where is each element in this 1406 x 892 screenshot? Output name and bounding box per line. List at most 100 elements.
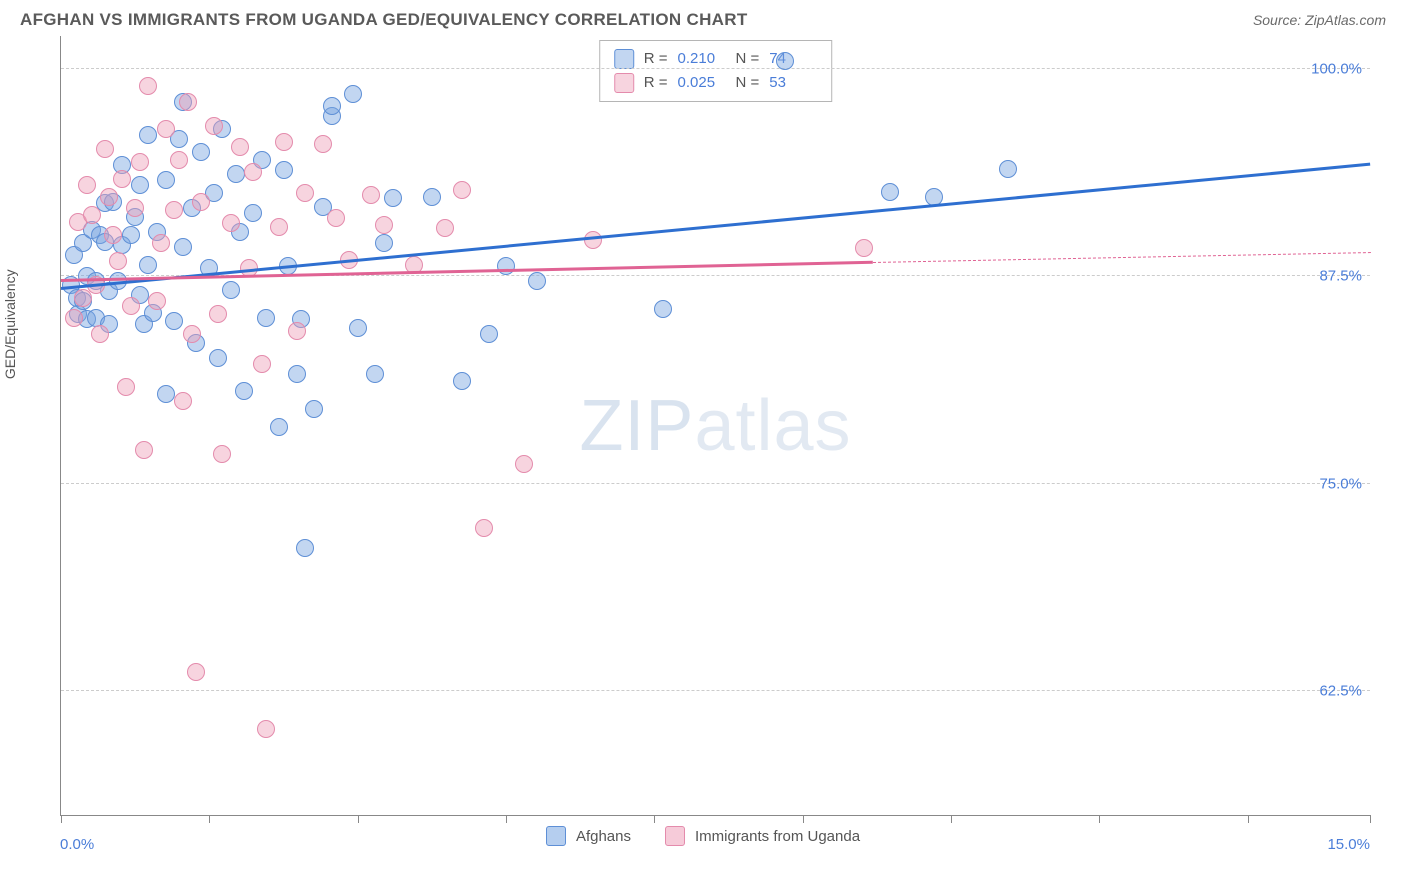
data-point xyxy=(654,300,672,318)
data-point xyxy=(65,309,83,327)
data-point xyxy=(257,309,275,327)
data-point xyxy=(375,234,393,252)
data-point xyxy=(776,52,794,70)
data-point xyxy=(91,325,109,343)
data-point xyxy=(157,171,175,189)
data-point xyxy=(174,392,192,410)
stat-r-key-1: R = xyxy=(644,71,668,95)
data-point xyxy=(222,214,240,232)
data-point xyxy=(74,289,92,307)
data-point xyxy=(270,418,288,436)
data-point xyxy=(139,126,157,144)
data-point xyxy=(288,322,306,340)
plot-wrap: GED/Equivalency ZIPatlas R = 0.210 N = 7… xyxy=(20,36,1386,816)
data-point xyxy=(152,234,170,252)
y-axis-label: GED/Equivalency xyxy=(2,269,18,379)
x-tick xyxy=(654,815,655,823)
data-point xyxy=(209,349,227,367)
data-point xyxy=(323,97,341,115)
legend-swatch-0 xyxy=(614,49,634,69)
data-point xyxy=(131,176,149,194)
data-point xyxy=(296,184,314,202)
trend-line xyxy=(61,163,1370,290)
gridline-h xyxy=(61,68,1370,69)
data-point xyxy=(275,161,293,179)
data-point xyxy=(104,226,122,244)
data-point xyxy=(165,312,183,330)
data-point xyxy=(157,385,175,403)
x-tick xyxy=(506,815,507,823)
watermark-light: atlas xyxy=(694,386,851,466)
data-point xyxy=(362,186,380,204)
data-point xyxy=(126,199,144,217)
bottom-swatch-0 xyxy=(546,826,566,846)
data-point xyxy=(192,143,210,161)
data-point xyxy=(157,120,175,138)
data-point xyxy=(192,193,210,211)
legend-swatch-1 xyxy=(614,73,634,93)
data-point xyxy=(113,170,131,188)
data-point xyxy=(139,77,157,95)
data-point xyxy=(187,663,205,681)
data-point xyxy=(275,133,293,151)
data-point xyxy=(231,138,249,156)
data-point xyxy=(122,297,140,315)
data-point xyxy=(83,206,101,224)
data-point xyxy=(183,325,201,343)
data-point xyxy=(314,135,332,153)
data-point xyxy=(235,382,253,400)
data-point xyxy=(855,239,873,257)
y-tick-label: 87.5% xyxy=(1319,268,1362,285)
stat-legend: R = 0.210 N = 74 R = 0.025 N = 53 xyxy=(599,40,833,102)
data-point xyxy=(139,256,157,274)
data-point xyxy=(584,231,602,249)
data-point xyxy=(305,400,323,418)
data-point xyxy=(453,372,471,390)
data-point xyxy=(131,153,149,171)
data-point xyxy=(135,441,153,459)
chart-header: AFGHAN VS IMMIGRANTS FROM UGANDA GED/EQU… xyxy=(0,0,1406,36)
data-point xyxy=(100,188,118,206)
watermark-bold: ZIP xyxy=(579,386,694,466)
x-tick xyxy=(1248,815,1249,823)
data-point xyxy=(244,204,262,222)
chart-title: AFGHAN VS IMMIGRANTS FROM UGANDA GED/EQU… xyxy=(20,10,748,30)
y-tick-label: 100.0% xyxy=(1311,61,1362,78)
gridline-h xyxy=(61,690,1370,691)
trend-line xyxy=(61,261,873,282)
data-point xyxy=(497,257,515,275)
data-point xyxy=(170,151,188,169)
gridline-h xyxy=(61,483,1370,484)
data-point xyxy=(384,189,402,207)
data-point xyxy=(109,252,127,270)
bottom-legend: 0.0% 15.0% Afghans Immigrants from Ugand… xyxy=(0,826,1406,846)
data-point xyxy=(999,160,1017,178)
data-point xyxy=(349,319,367,337)
data-point xyxy=(78,176,96,194)
data-point xyxy=(528,272,546,290)
data-point xyxy=(475,519,493,537)
plot-area: ZIPatlas R = 0.210 N = 74 R = 0.025 N = … xyxy=(60,36,1370,816)
x-tick xyxy=(1370,815,1371,823)
data-point xyxy=(515,455,533,473)
data-point xyxy=(327,209,345,227)
x-tick xyxy=(951,815,952,823)
data-point xyxy=(375,216,393,234)
data-point xyxy=(296,539,314,557)
data-point xyxy=(480,325,498,343)
data-point xyxy=(253,355,271,373)
data-point xyxy=(222,281,240,299)
stat-r-val-1: 0.025 xyxy=(678,71,726,95)
data-point xyxy=(227,165,245,183)
watermark: ZIPatlas xyxy=(579,385,851,467)
data-point xyxy=(117,378,135,396)
data-point xyxy=(209,305,227,323)
x-tick xyxy=(1099,815,1100,823)
x-tick xyxy=(358,815,359,823)
data-point xyxy=(270,218,288,236)
data-point xyxy=(205,117,223,135)
stat-n-val-1: 53 xyxy=(769,71,817,95)
data-point xyxy=(213,445,231,463)
stat-row-1: R = 0.025 N = 53 xyxy=(614,71,818,95)
x-tick-right: 15.0% xyxy=(1327,836,1370,853)
